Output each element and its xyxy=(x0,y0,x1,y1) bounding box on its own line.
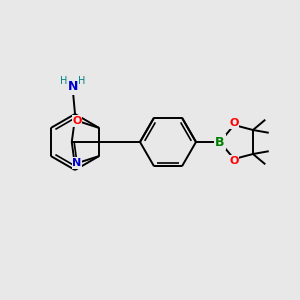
Text: N: N xyxy=(68,80,78,94)
Text: H: H xyxy=(78,76,86,86)
Text: N: N xyxy=(72,158,81,168)
Text: H: H xyxy=(60,76,68,86)
Text: O: O xyxy=(229,156,239,166)
Text: B: B xyxy=(215,136,225,148)
Text: O: O xyxy=(72,116,81,126)
Text: O: O xyxy=(229,118,239,128)
